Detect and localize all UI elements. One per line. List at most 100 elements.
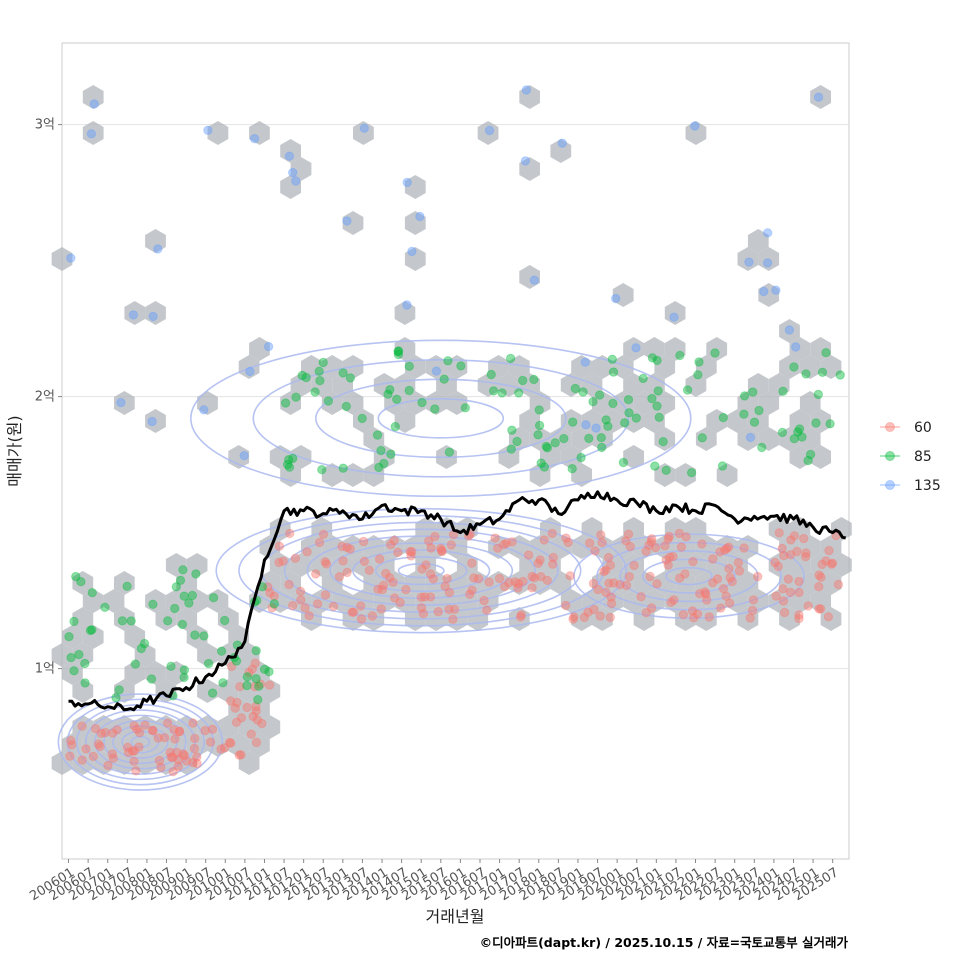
point-60 <box>296 595 306 605</box>
point-85 <box>541 441 551 452</box>
point-60 <box>66 735 76 746</box>
point-85 <box>618 457 629 468</box>
point-85 <box>122 581 132 591</box>
point-85 <box>264 667 274 677</box>
point-85 <box>533 430 543 440</box>
point-135 <box>66 253 76 263</box>
hexbin-cell <box>82 121 104 145</box>
point-60 <box>510 577 520 587</box>
point-60 <box>535 555 545 565</box>
point-60 <box>67 740 77 750</box>
point-60 <box>88 751 99 762</box>
point-60 <box>169 725 179 735</box>
point-60 <box>724 563 734 574</box>
point-60 <box>257 718 267 729</box>
point-135 <box>529 275 540 285</box>
point-60 <box>140 720 150 730</box>
point-85 <box>393 346 403 357</box>
point-85 <box>383 389 393 399</box>
point-60 <box>579 612 590 623</box>
hexbin-cell <box>540 517 561 541</box>
hexbin-cell <box>519 85 540 109</box>
hexbin-cell <box>72 643 94 667</box>
hexbin-cell <box>592 391 613 415</box>
point-60 <box>393 547 403 557</box>
point-135 <box>342 216 352 226</box>
hexbin-cell <box>321 355 343 379</box>
point-85 <box>686 468 697 478</box>
hexbin-cell <box>477 121 499 145</box>
hexbin-cell <box>685 121 707 145</box>
point-60 <box>816 572 826 582</box>
point-85 <box>372 430 383 440</box>
point-60 <box>533 558 543 568</box>
point-135 <box>86 129 97 139</box>
point-85 <box>486 369 496 380</box>
hexbin-cell <box>498 445 520 469</box>
point-85 <box>647 353 658 363</box>
point-60 <box>95 741 105 752</box>
point-60 <box>563 537 573 548</box>
point-60 <box>645 571 655 582</box>
point-85 <box>793 427 803 437</box>
point-60 <box>129 746 140 756</box>
point-60 <box>779 607 790 618</box>
point-85 <box>542 443 553 453</box>
point-85 <box>126 616 136 626</box>
point-60 <box>134 742 144 752</box>
point-60 <box>678 610 689 620</box>
hexbin-cell <box>477 373 499 397</box>
point-60 <box>252 715 263 725</box>
point-60 <box>123 747 134 758</box>
point-85 <box>393 349 404 360</box>
point-85 <box>357 413 367 424</box>
hexbin-layer <box>51 85 852 775</box>
point-135 <box>520 156 531 166</box>
point-60 <box>178 749 188 759</box>
point-60 <box>644 540 654 550</box>
point-85 <box>789 362 799 372</box>
hexbin-cell <box>165 661 187 685</box>
point-60 <box>444 587 455 598</box>
point-60 <box>318 529 329 539</box>
point-60 <box>267 603 277 613</box>
point-135 <box>791 342 801 352</box>
point-60 <box>200 725 210 736</box>
point-85 <box>291 392 301 402</box>
hexbin-cell <box>249 337 270 361</box>
hexbin-cell <box>644 337 665 361</box>
hexbin-cell <box>820 535 842 559</box>
point-85 <box>242 672 253 682</box>
point-60 <box>770 557 780 568</box>
point-85 <box>588 397 598 407</box>
point-60 <box>786 535 796 545</box>
point-60 <box>708 578 718 588</box>
point-60 <box>112 725 122 735</box>
hexbin-cell <box>197 391 218 415</box>
point-60 <box>345 544 355 554</box>
point-60 <box>108 728 118 738</box>
point-135 <box>153 244 163 254</box>
point-60 <box>348 607 359 617</box>
point-60 <box>589 604 599 615</box>
hexbin-cell <box>72 751 94 775</box>
point-60 <box>498 540 509 550</box>
point-85 <box>794 424 805 434</box>
hexbin-cell <box>820 355 842 379</box>
point-60 <box>219 743 230 753</box>
point-85 <box>601 415 611 425</box>
point-60 <box>263 582 273 592</box>
point-85 <box>117 616 128 626</box>
point-60 <box>624 572 635 582</box>
point-85 <box>675 350 685 361</box>
point-60 <box>779 551 789 561</box>
point-60 <box>320 590 331 600</box>
point-60 <box>547 528 557 539</box>
point-60 <box>406 551 416 561</box>
point-60 <box>712 574 723 584</box>
hexbin-cell <box>207 589 229 613</box>
point-60 <box>687 606 698 616</box>
hexbin-cell <box>425 535 447 559</box>
point-60 <box>428 574 438 584</box>
point-60 <box>493 543 503 553</box>
